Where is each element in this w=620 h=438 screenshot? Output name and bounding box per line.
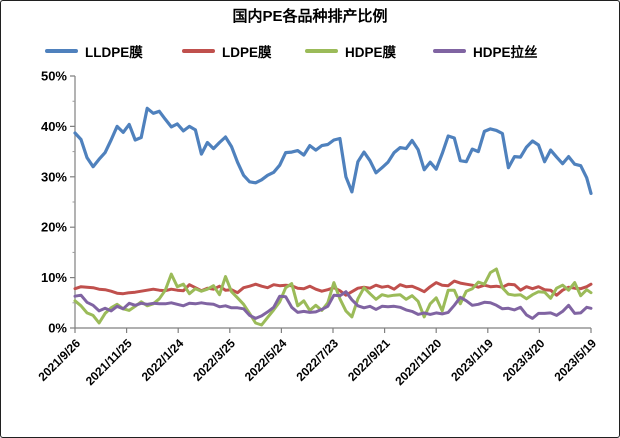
legend-item-lldpe-film: LLDPE膜 — [45, 41, 143, 61]
legend-line-swatch-hdpe — [305, 49, 338, 53]
y-tick-label: 20% — [41, 220, 67, 235]
legend-label-hdpe: HDPE膜 — [345, 45, 397, 60]
y-tick-label: 10% — [41, 270, 67, 285]
x-tick-label: 2021/11/25 — [83, 336, 135, 388]
legend-line-swatch-ldpe — [182, 49, 215, 53]
x-tick-label: 2022/1/24 — [139, 336, 187, 384]
x-tick-label: 2021/9/26 — [35, 336, 83, 384]
x-tick-label: 2022/5/24 — [242, 336, 290, 384]
legend-item-ldpe-film: LDPE膜 — [182, 41, 272, 61]
x-tick-label: 2022/11/20 — [392, 336, 444, 388]
x-tick-label: 2023/3/20 — [500, 336, 548, 384]
series-line-0 — [73, 106, 593, 195]
chart-title: 国内PE各品种排产比例 — [232, 8, 388, 25]
legend: LLDPE膜 LDPE膜 HDPE膜 HDPE拉丝 — [1, 41, 619, 63]
legend-line-swatch-lldpe — [45, 49, 78, 53]
series-line-2 — [73, 267, 593, 327]
y-tick-label: 30% — [41, 169, 67, 184]
x-tick-label: 2023/1/19 — [448, 336, 496, 384]
x-tick-label: 2022/9/21 — [345, 336, 393, 384]
legend-label-hdpe-drawing: HDPE拉丝 — [473, 45, 538, 60]
x-tick-label: 2023/5/19 — [551, 336, 599, 384]
y-tick-label: 40% — [41, 119, 67, 134]
x-tick-label: 2022/7/23 — [293, 336, 341, 384]
legend-item-hdpe-film: HDPE膜 — [305, 41, 396, 61]
legend-line-swatch-hdpe-drawing — [433, 49, 466, 53]
y-tick-label: 50% — [41, 69, 67, 84]
series-line-3 — [73, 290, 593, 320]
x-tick-label: 2022/3/25 — [190, 336, 238, 384]
y-tick-label: 0% — [48, 321, 67, 336]
legend-label-ldpe: LDPE膜 — [222, 45, 272, 60]
legend-item-hdpe-drawing: HDPE拉丝 — [433, 41, 538, 61]
legend-label-lldpe: LLDPE膜 — [85, 45, 143, 60]
